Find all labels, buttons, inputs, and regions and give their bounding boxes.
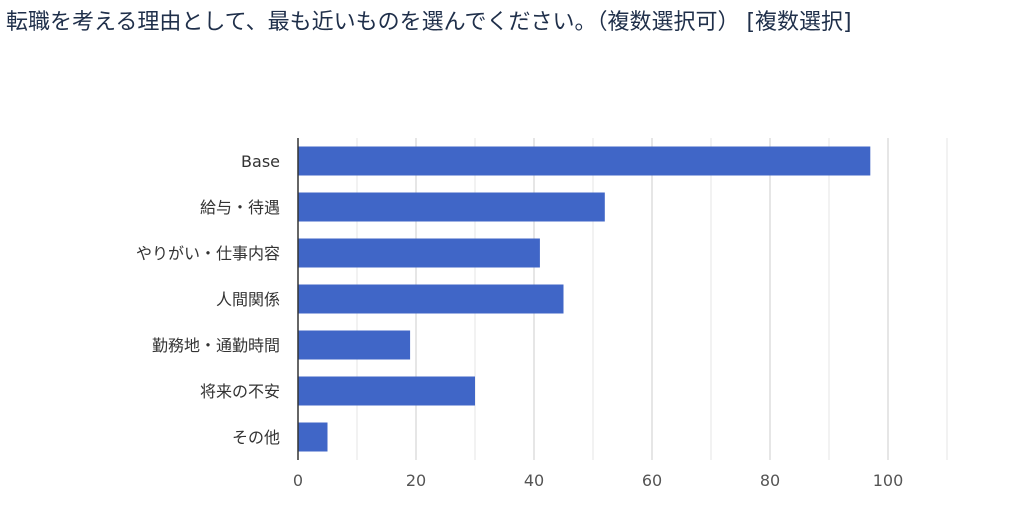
bar (298, 146, 871, 176)
bars (298, 146, 871, 452)
bar (298, 192, 605, 222)
bar (298, 330, 411, 360)
bar (298, 238, 540, 268)
x-tick-label: 100 (873, 471, 904, 490)
bar (298, 284, 564, 314)
x-tick-labels: 0 20 40 60 80 100 (293, 471, 903, 490)
bar (298, 422, 328, 452)
x-tick-label: 20 (406, 471, 426, 490)
category-label: Base (241, 152, 280, 171)
x-tick-label: 80 (760, 471, 780, 490)
category-label: 勤務地・通勤時間 (152, 336, 280, 355)
category-label: やりがい・仕事内容 (136, 244, 280, 263)
bar (298, 376, 475, 406)
x-tick-label: 40 (524, 471, 544, 490)
chart-title: 転職を考える理由として、最も近いものを選んでください。（複数選択可） [複数選択… (6, 10, 852, 35)
x-tick-label: 60 (642, 471, 662, 490)
category-label: 給与・待遇 (200, 198, 280, 217)
category-label: 人間関係 (216, 290, 280, 309)
category-label: 将来の不安 (200, 382, 280, 401)
x-tick-label: 0 (293, 471, 303, 490)
category-label: その他 (232, 428, 280, 447)
